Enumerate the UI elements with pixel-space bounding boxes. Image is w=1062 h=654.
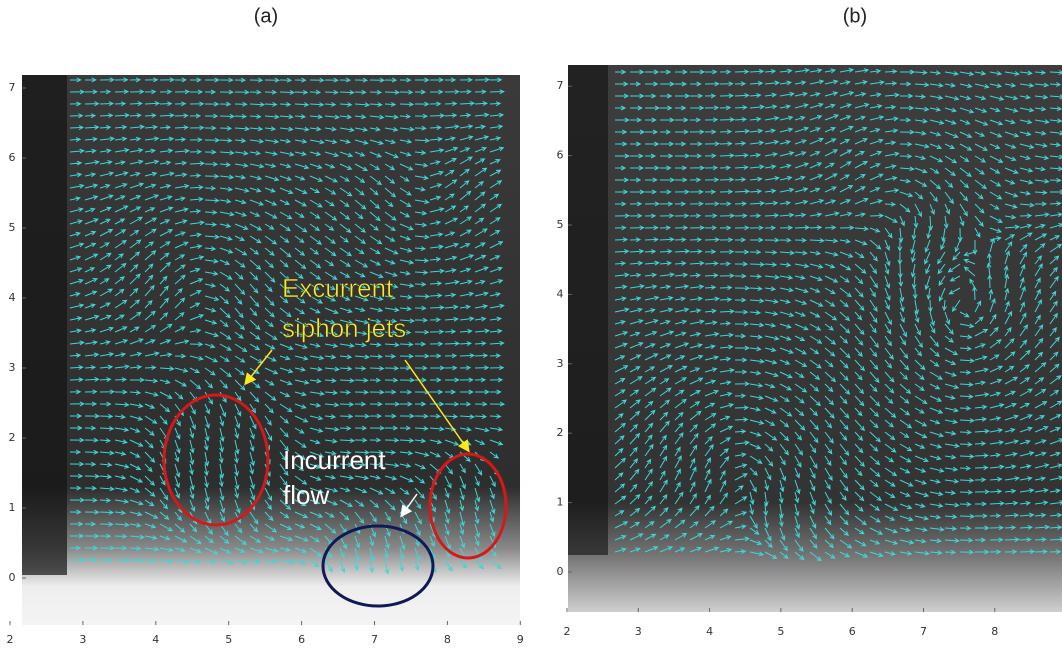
figure: (a) (b) Excurrent siphon jets Incurrent … bbox=[0, 0, 1062, 650]
y-tick-label: 2 bbox=[9, 431, 16, 444]
y-tick-label: 3 bbox=[9, 361, 16, 374]
x-tick-label: 3 bbox=[635, 625, 642, 638]
y-tick-label: 3 bbox=[557, 357, 564, 370]
x-tick-label: 7 bbox=[371, 633, 378, 646]
y-tick-label: 1 bbox=[9, 501, 16, 514]
x-tick-label: 4 bbox=[706, 625, 713, 638]
shadow bbox=[22, 75, 67, 575]
y-tick-label: 4 bbox=[557, 287, 564, 300]
x-tick-label: 6 bbox=[298, 633, 305, 646]
y-tick-label: 7 bbox=[9, 81, 16, 94]
x-tick-label: 4 bbox=[152, 633, 159, 646]
annotation: siphon jets bbox=[282, 313, 406, 343]
x-tick-label: 2 bbox=[7, 633, 14, 646]
x-tick-label: 6 bbox=[849, 625, 856, 638]
x-tick-label: 3 bbox=[79, 633, 86, 646]
annotation: Incurrent bbox=[283, 445, 386, 475]
annotation: flow bbox=[283, 480, 329, 510]
shadow bbox=[568, 65, 608, 555]
y-tick-label: 4 bbox=[9, 291, 16, 304]
x-tick-label: 5 bbox=[777, 625, 784, 638]
x-tick-label: 8 bbox=[444, 633, 451, 646]
y-tick-label: 6 bbox=[557, 149, 564, 162]
x-tick-label: 5 bbox=[225, 633, 232, 646]
y-tick-label: 6 bbox=[9, 151, 16, 164]
y-tick-label: 5 bbox=[557, 218, 564, 231]
y-tick-label: 1 bbox=[557, 496, 564, 509]
panel-label: (a) bbox=[254, 5, 278, 27]
x-tick-label: 7 bbox=[920, 625, 927, 638]
panel-label: (b) bbox=[843, 5, 867, 27]
y-tick-label: 0 bbox=[557, 565, 564, 578]
annotation: Excurrent bbox=[282, 273, 394, 303]
x-tick-label: 8 bbox=[991, 625, 998, 638]
y-tick-label: 7 bbox=[557, 79, 564, 92]
image-b bbox=[568, 65, 1062, 612]
y-tick-label: 5 bbox=[9, 221, 16, 234]
y-tick-label: 0 bbox=[9, 571, 16, 584]
y-tick-label: 2 bbox=[557, 426, 564, 439]
image-a bbox=[22, 75, 520, 625]
x-tick-label: 2 bbox=[564, 625, 571, 638]
x-tick-label: 9 bbox=[517, 633, 524, 646]
